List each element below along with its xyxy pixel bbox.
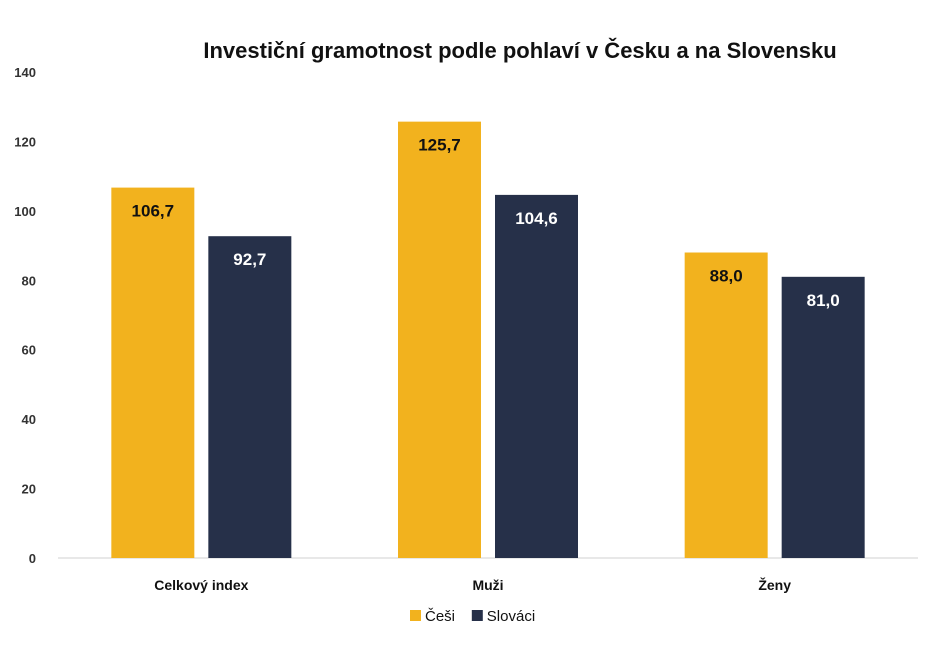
y-tick-label: 20 bbox=[22, 482, 36, 497]
bar-slovaci bbox=[495, 194, 578, 559]
data-label: 104,6 bbox=[515, 209, 558, 228]
bar-cesi bbox=[111, 187, 195, 558]
bar-cesi bbox=[684, 252, 768, 558]
data-labels-group: 106,7 92,7 125,7 104,6 88,0 81,0 bbox=[132, 136, 840, 310]
chart-title: Investiční gramotnost podle pohlaví v Če… bbox=[203, 38, 836, 63]
bar-slovaci bbox=[208, 236, 292, 558]
bars-group bbox=[111, 121, 865, 559]
x-category-label: Muži bbox=[472, 577, 503, 593]
legend-swatch bbox=[471, 610, 483, 621]
legend-label: Češi bbox=[425, 608, 455, 625]
x-category-label: Celkový index bbox=[154, 577, 248, 593]
bar-cesi bbox=[398, 121, 481, 559]
data-label: 125,7 bbox=[418, 136, 461, 155]
x-axis: Celkový index Muži Ženy bbox=[154, 576, 791, 593]
legend-label: Slováci bbox=[487, 608, 535, 625]
bar-slovaci bbox=[781, 276, 865, 558]
y-tick-label: 40 bbox=[22, 412, 36, 427]
y-axis: 0 20 40 60 80 100 120 140 bbox=[14, 65, 36, 566]
legend-swatch bbox=[410, 610, 421, 621]
y-tick-label: 80 bbox=[22, 273, 36, 288]
y-tick-label: 120 bbox=[14, 134, 36, 149]
y-tick-label: 140 bbox=[14, 65, 36, 80]
legend: Češi Slováci bbox=[410, 608, 535, 625]
data-label: 88,0 bbox=[710, 267, 743, 286]
data-label: 92,7 bbox=[233, 250, 266, 269]
y-tick-label: 100 bbox=[14, 204, 36, 219]
data-label: 106,7 bbox=[132, 202, 175, 221]
x-category-label: Ženy bbox=[758, 576, 791, 593]
y-tick-label: 60 bbox=[22, 343, 36, 358]
y-tick-label: 0 bbox=[29, 551, 36, 566]
data-label: 81,0 bbox=[807, 291, 840, 310]
